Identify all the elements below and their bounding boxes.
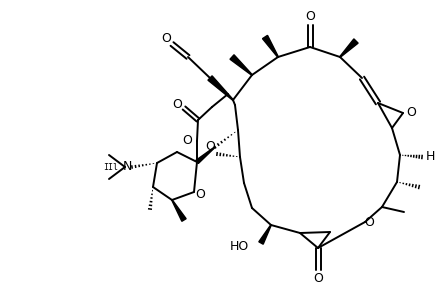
Polygon shape [262,35,278,57]
Text: O: O [406,105,416,119]
Text: H: H [425,150,434,164]
Text: HO: HO [230,240,249,254]
Polygon shape [172,200,186,221]
Text: O: O [305,11,315,23]
Text: N: N [122,161,132,174]
Text: O: O [182,133,192,147]
Polygon shape [196,147,215,164]
Polygon shape [208,76,233,100]
Polygon shape [230,55,252,75]
Text: O: O [195,188,205,201]
Text: O: O [172,98,182,112]
Text: O: O [364,216,374,230]
Text: IIl: IIl [103,163,118,171]
Polygon shape [340,39,358,57]
Text: O: O [313,272,323,285]
Polygon shape [259,225,271,244]
Text: O: O [205,140,215,153]
Text: O: O [161,32,171,44]
